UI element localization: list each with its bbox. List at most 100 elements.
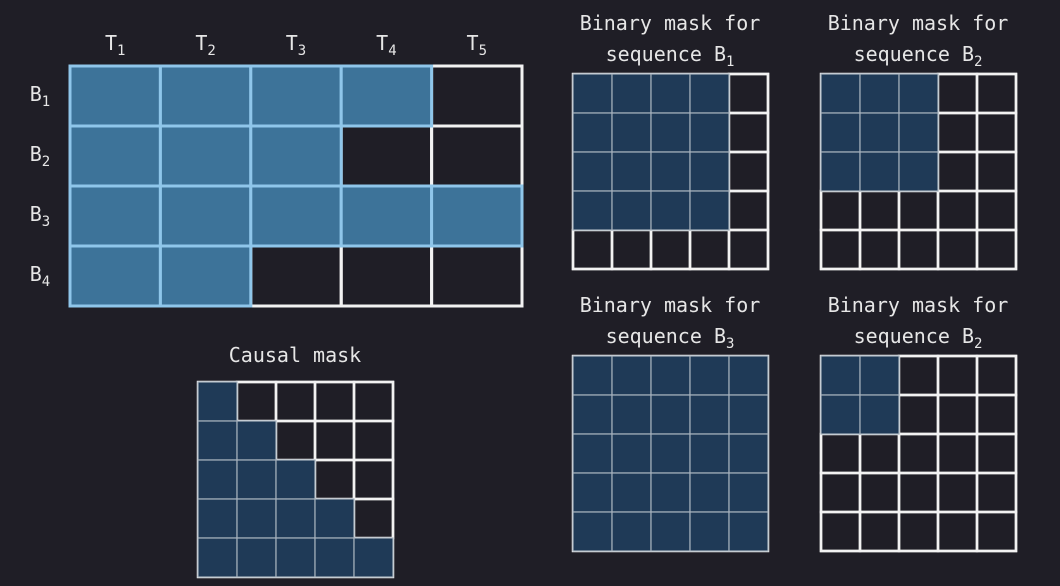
binary-mask-1-cell-filled <box>650 73 691 114</box>
binary-mask-1-cell-empty <box>727 150 770 193</box>
binary-mask-1-cell-empty <box>688 228 731 271</box>
batch-cell-empty <box>430 64 524 128</box>
binary-mask-3-cell-filled <box>572 472 613 513</box>
binary-mask-3-cell-filled <box>689 433 730 474</box>
causal-mask-title: Causal mask <box>229 343 361 367</box>
column-header-t4: T4 <box>376 31 396 59</box>
binary-mask-3-title-line2: sequence B3 <box>606 324 735 352</box>
binary-mask-4-cell-empty <box>858 471 901 514</box>
binary-mask-3-cell-filled <box>611 472 652 513</box>
column-header-t2-index: 2 <box>207 43 215 59</box>
binary-mask-3-cell-filled <box>611 394 652 435</box>
binary-mask-1-cell-empty <box>610 228 653 271</box>
binary-mask-4-cell-empty <box>819 510 862 553</box>
row-header-b3: B3 <box>30 202 50 230</box>
binary-mask-2-title-prefix: sequence <box>854 42 962 66</box>
binary-mask-4-cell-empty <box>897 354 940 397</box>
causal-mask-cell-filled <box>275 537 316 578</box>
binary-mask-1-cell-empty <box>727 111 770 154</box>
binary-mask-2-cell-empty <box>975 189 1018 232</box>
binary-mask-4-cell-empty <box>975 510 1018 553</box>
batch-cell-empty <box>430 244 524 308</box>
binary-mask-4-cell-empty <box>858 432 901 475</box>
binary-mask-2-cell-filled <box>859 151 900 192</box>
causal-mask-cell-filled <box>236 537 277 578</box>
batch-cell-token <box>158 64 253 128</box>
binary-mask-3-cell-filled <box>689 394 730 435</box>
binary-mask-3-cell-filled <box>728 433 769 474</box>
binary-mask-3-title-line1: Binary mask for <box>580 293 761 317</box>
binary-mask-2-cell-filled <box>859 112 900 153</box>
batch-cell-empty <box>339 244 434 308</box>
binary-mask-3-cell-filled <box>650 394 691 435</box>
row-header-b1: B1 <box>30 82 50 110</box>
causal-mask-cell-empty <box>352 380 395 423</box>
row-header-b3-letter: B <box>30 202 42 226</box>
binary-mask-1-title-index: 1 <box>726 54 734 70</box>
binary-mask-3-cell-filled <box>572 511 613 552</box>
binary-mask-1-cell-filled <box>689 190 730 231</box>
binary-mask-4-cell-empty <box>975 354 1018 397</box>
binary-mask-2-cell-empty <box>936 150 979 193</box>
row-header-b1-letter: B <box>30 82 42 106</box>
causal-mask-cell-filled <box>314 498 355 539</box>
binary-mask-1-cell-empty <box>727 189 770 232</box>
binary-mask-1-cell-filled <box>611 73 652 114</box>
row-header-b4-index: 4 <box>42 274 50 290</box>
binary-mask-4-title-letter: B <box>962 324 974 348</box>
column-header-t1-index: 1 <box>117 43 125 59</box>
binary-mask-2-cell-empty <box>936 189 979 232</box>
causal-mask-cell-filled <box>314 537 355 578</box>
binary-mask-2-title-line1: Binary mask for <box>828 11 1009 35</box>
column-header-t2: T2 <box>195 31 215 59</box>
binary-mask-2-cell-empty <box>936 72 979 115</box>
binary-mask-3-cell-filled <box>572 433 613 474</box>
causal-mask-cell-filled <box>275 459 316 500</box>
binary-mask-4-cell-filled <box>859 394 900 435</box>
binary-mask-1-cell-filled <box>611 151 652 192</box>
binary-mask-4-cell-empty <box>897 393 940 436</box>
binary-mask-2-cell-empty <box>897 189 940 232</box>
causal-mask-cell-empty <box>235 380 278 423</box>
binary-mask-4-cell-empty <box>936 432 979 475</box>
column-header-t3: T3 <box>286 31 306 59</box>
binary-mask-2-cell-empty <box>858 228 901 271</box>
row-header-b2: B2 <box>30 142 50 170</box>
column-header-t5: T5 <box>467 31 487 59</box>
binary-mask-4-cell-empty <box>936 471 979 514</box>
batch-cell-token <box>339 184 434 248</box>
batch-cell-token <box>68 124 162 188</box>
binary-mask-3-cell-filled <box>650 433 691 474</box>
binary-mask-1-cell-filled <box>650 112 691 153</box>
causal-mask-cell-filled <box>197 459 238 500</box>
batch-cell-token <box>68 244 162 308</box>
causal-mask-cell-empty <box>352 458 395 501</box>
binary-mask-1-cell-filled <box>689 151 730 192</box>
binary-mask-4-title-line2: sequence B2 <box>854 324 983 352</box>
binary-mask-1-cell-empty <box>649 228 692 271</box>
binary-mask-1-cell-filled <box>650 190 691 231</box>
causal-mask-cell-filled <box>197 537 238 578</box>
batch-cell-empty <box>249 244 343 308</box>
binary-mask-4-cell-empty <box>819 432 862 475</box>
binary-mask-3-cell-filled <box>611 511 652 552</box>
causal-mask-cell-empty <box>274 419 317 462</box>
causal-mask-cell-empty <box>352 497 395 540</box>
row-header-b4-letter: B <box>30 262 42 286</box>
column-header-t4-letter: T <box>376 31 388 55</box>
binary-mask-3-cell-filled <box>689 472 730 513</box>
column-header-t3-index: 3 <box>298 43 306 59</box>
batch-cell-token <box>158 184 253 248</box>
binary-mask-2-cell-filled <box>898 73 939 114</box>
batch-cell-token <box>249 124 343 188</box>
binary-mask-1-cell-filled <box>689 73 730 114</box>
binary-mask-4-title-prefix: sequence <box>854 324 962 348</box>
binary-mask-4-title-index: 2 <box>974 336 982 352</box>
binary-mask-3-cell-filled <box>728 472 769 513</box>
batch-cell-empty <box>339 124 434 188</box>
binary-mask-3-cell-filled <box>611 355 652 396</box>
binary-mask-2-cell-empty <box>975 228 1018 271</box>
binary-mask-4-cell-filled <box>820 394 861 435</box>
batch-cell-token <box>68 64 162 128</box>
binary-mask-2-cell-empty <box>858 189 901 232</box>
